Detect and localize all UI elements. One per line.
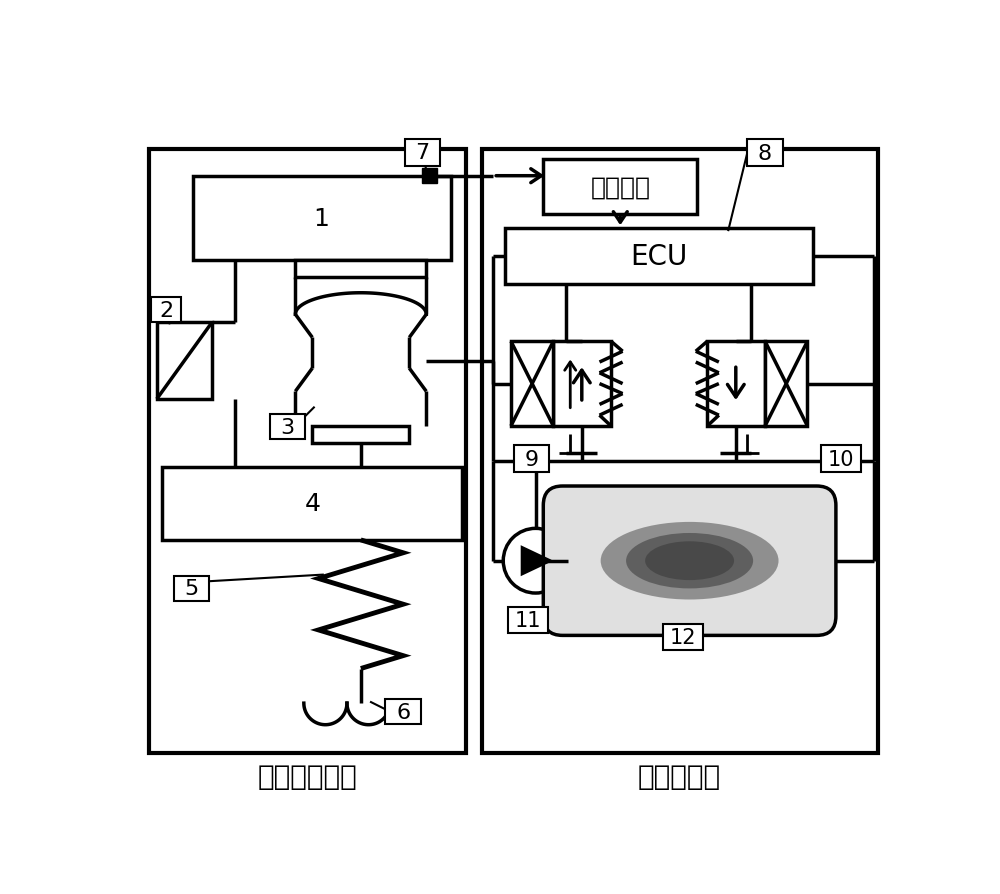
Bar bbox=[295, 261, 426, 278]
Text: 10: 10 bbox=[827, 449, 854, 469]
FancyBboxPatch shape bbox=[543, 486, 836, 636]
Bar bbox=[162, 468, 462, 540]
Text: 9: 9 bbox=[525, 449, 539, 469]
Bar bbox=[482, 149, 878, 754]
Polygon shape bbox=[522, 547, 551, 575]
Bar bbox=[312, 426, 409, 443]
Text: 充放气系统: 充放气系统 bbox=[638, 763, 721, 790]
Text: 1: 1 bbox=[314, 207, 329, 231]
Bar bbox=[385, 699, 421, 724]
Bar bbox=[151, 298, 181, 323]
Bar bbox=[707, 342, 765, 426]
Bar bbox=[747, 139, 783, 167]
Bar bbox=[663, 624, 703, 650]
Bar bbox=[193, 176, 451, 261]
Bar bbox=[157, 323, 212, 400]
Ellipse shape bbox=[645, 542, 734, 580]
Bar bbox=[543, 160, 697, 215]
Text: 空气悬架系统: 空气悬架系统 bbox=[258, 763, 358, 790]
Text: 5: 5 bbox=[184, 578, 199, 599]
Text: 4: 4 bbox=[304, 492, 320, 515]
Bar bbox=[505, 229, 813, 284]
Text: 12: 12 bbox=[669, 628, 696, 647]
Ellipse shape bbox=[601, 522, 779, 600]
Text: 3: 3 bbox=[281, 417, 295, 437]
Bar bbox=[508, 607, 548, 633]
Text: 11: 11 bbox=[515, 611, 541, 630]
Bar bbox=[553, 342, 611, 426]
Bar bbox=[765, 342, 807, 426]
Bar bbox=[511, 342, 553, 426]
Text: 7: 7 bbox=[415, 143, 429, 163]
Ellipse shape bbox=[626, 534, 753, 589]
Text: 信号处理: 信号处理 bbox=[590, 175, 650, 199]
Text: 2: 2 bbox=[159, 300, 173, 320]
Circle shape bbox=[503, 528, 568, 594]
Bar bbox=[514, 446, 549, 473]
Bar bbox=[422, 169, 437, 184]
Bar bbox=[270, 415, 305, 440]
Bar bbox=[174, 577, 209, 601]
Bar bbox=[405, 139, 440, 166]
Text: 8: 8 bbox=[758, 143, 772, 164]
Bar bbox=[820, 446, 861, 473]
Text: 6: 6 bbox=[396, 702, 410, 721]
Bar bbox=[149, 149, 466, 754]
Text: ECU: ECU bbox=[630, 242, 687, 271]
